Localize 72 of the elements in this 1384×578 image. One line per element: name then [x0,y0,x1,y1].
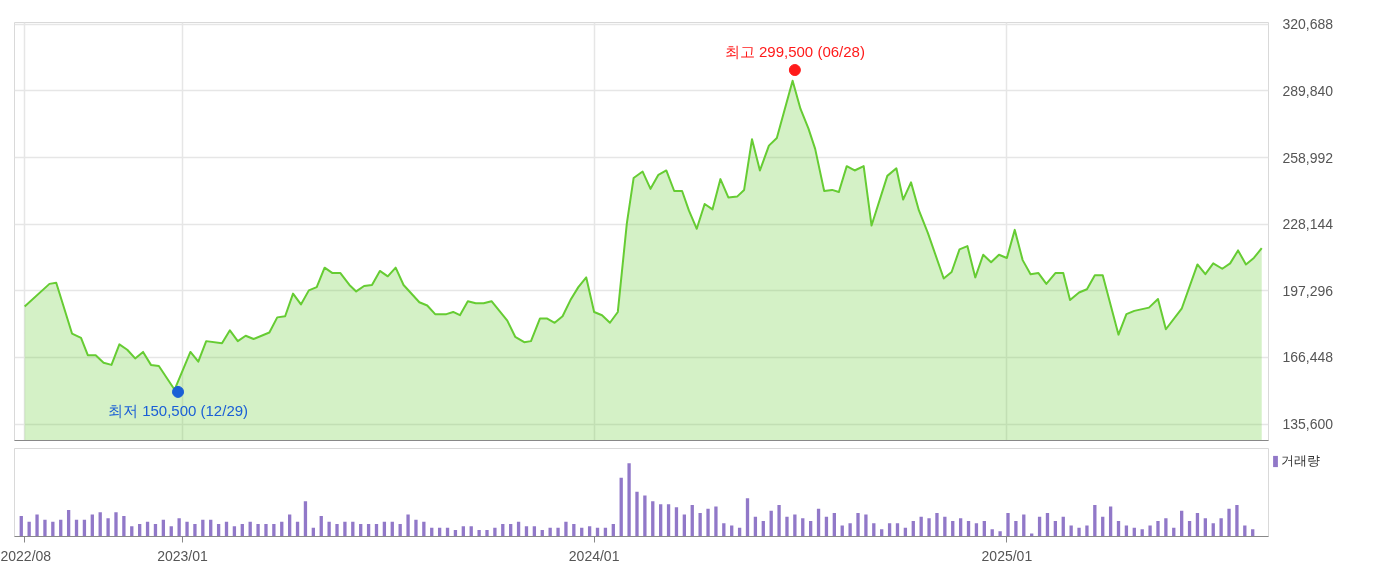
x-tick-label: 2025/01 [981,547,1033,564]
bar [627,463,631,537]
y-tick-label: 228,144 [1282,216,1334,233]
bar [256,524,260,537]
bar [714,506,718,537]
bar [935,513,939,537]
bar [666,504,671,537]
bar [943,516,947,537]
bar [793,514,797,537]
bar [643,495,647,537]
annotation: 최저 150,500 (12/29) [107,401,249,419]
bar [406,514,410,537]
bar [106,518,110,537]
bar [1235,504,1239,537]
bar [477,529,481,537]
y-tick-label: 166,448 [1282,349,1334,366]
bar [35,514,39,537]
bar [998,531,1002,537]
bar [927,518,931,537]
y-tick-label: 320,688 [1282,16,1334,33]
bar [1108,506,1113,537]
bar [1006,513,1010,537]
bar [1227,508,1231,537]
bar [548,527,552,537]
bar [98,512,102,537]
bar [659,504,663,537]
bar [185,521,189,537]
bar [193,524,197,537]
bar [777,504,781,537]
bar [1156,521,1160,537]
bar [264,524,268,537]
bar [1069,525,1073,537]
bar [493,527,497,537]
bar [177,518,181,537]
y-tick-label: 258,992 [1282,149,1334,166]
bar [343,521,347,537]
x-tick-label: 2022/08 [0,547,52,564]
bar [1148,525,1152,537]
x-tick-label: 2024/01 [568,547,620,564]
bar [485,529,489,537]
bar [698,513,702,537]
bar [564,521,568,537]
bar [556,527,560,537]
bar [303,501,308,537]
bar [856,513,860,537]
bar [1219,518,1223,537]
y-tick-label: 135,600 [1282,416,1334,433]
y-tick-label: 197,296 [1282,282,1334,299]
bar [1077,527,1081,537]
bar [414,519,418,537]
bar [785,516,789,537]
annotation: 최고 299,500 (06/28) [724,43,865,61]
bar [674,507,679,537]
y-tick-label: 289,840 [1282,82,1334,99]
bar [114,512,118,537]
bar [1014,521,1018,537]
bar [635,491,639,537]
bar [327,521,331,537]
bar [745,498,750,537]
bar [272,524,276,537]
bar [43,519,47,537]
legend-label: 거래량 [1281,452,1320,470]
x-tick-label: 2023/01 [157,547,209,564]
bar [651,501,655,537]
bar [848,523,852,537]
bar [1085,525,1089,537]
bar [335,524,339,537]
bar [422,521,426,537]
bar [706,508,710,537]
bar [864,514,868,537]
bar [1164,518,1168,537]
bar [122,515,126,537]
